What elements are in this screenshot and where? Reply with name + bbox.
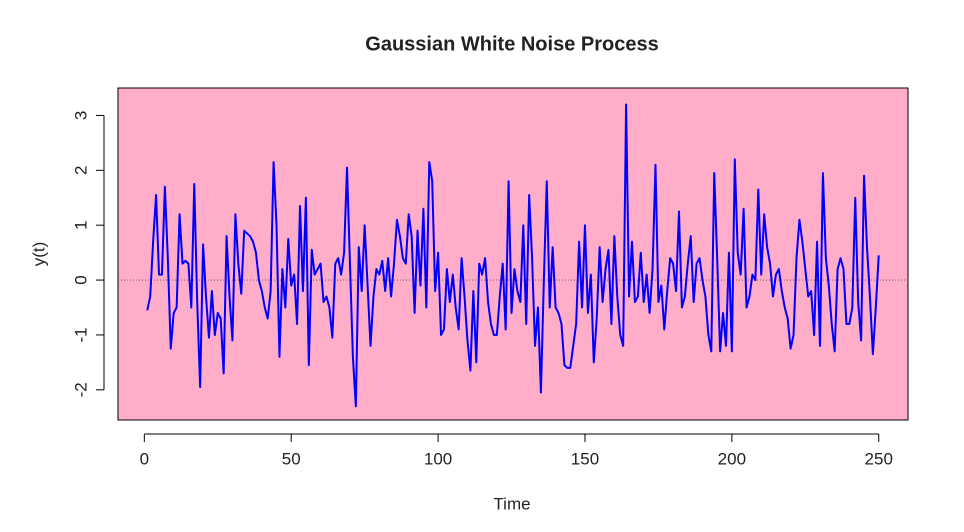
y-tick-label: -1 bbox=[71, 327, 90, 342]
y-axis-label: y(t) bbox=[29, 242, 48, 267]
y-tick-label: -2 bbox=[71, 382, 90, 397]
y-tick-label: 2 bbox=[71, 166, 90, 175]
x-tick-label: 100 bbox=[424, 449, 452, 468]
y-tick-label: 3 bbox=[71, 111, 90, 120]
y-tick-label: 1 bbox=[71, 220, 90, 229]
x-tick-label: 50 bbox=[282, 449, 301, 468]
x-tick-label: 0 bbox=[140, 449, 149, 468]
x-tick-label: 200 bbox=[718, 449, 746, 468]
chart-title: Gaussian White Noise Process bbox=[365, 33, 658, 55]
series-line bbox=[146, 103, 880, 408]
x-tick-label: 250 bbox=[865, 449, 893, 468]
x-tick-label: 150 bbox=[571, 449, 599, 468]
plot-background bbox=[117, 87, 909, 421]
x-axis-label: Time bbox=[493, 494, 530, 513]
y-tick-label: 0 bbox=[71, 275, 90, 284]
